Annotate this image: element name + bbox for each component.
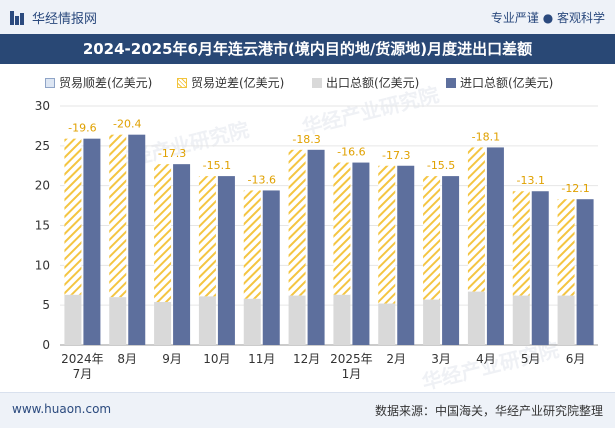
x-tick-label: 12月 xyxy=(293,352,320,366)
deficit-data-label: -15.5 xyxy=(427,159,455,172)
footer-website: www.huaon.com xyxy=(12,402,112,416)
legend-deficit-swatch xyxy=(177,77,187,88)
export-bar xyxy=(423,299,441,345)
deficit-bar xyxy=(64,138,82,295)
y-tick-label: 5 xyxy=(42,298,50,312)
x-tick-label: 2025年 xyxy=(330,352,373,366)
import-bar xyxy=(128,134,146,345)
x-tick-label: 8月 xyxy=(117,352,137,366)
export-bar xyxy=(467,291,485,345)
x-tick-label: 1月 xyxy=(342,367,362,381)
brand-name: 华经情报网 xyxy=(32,12,98,27)
deficit-data-label: -13.1 xyxy=(517,174,545,187)
import-bar xyxy=(83,138,101,345)
deficit-bar xyxy=(198,176,216,297)
legend-import: 进口总额(亿美元) xyxy=(446,74,553,91)
legend-import-label: 进口总额(亿美元) xyxy=(460,76,554,90)
import-bar xyxy=(442,176,460,345)
footer-source: 数据来源：中国海关，华经产业研究院整理 xyxy=(374,404,603,418)
deficit-data-label: -16.6 xyxy=(337,146,365,159)
deficit-data-label: -18.3 xyxy=(292,133,320,146)
export-bar xyxy=(333,294,351,345)
deficit-bar xyxy=(288,149,306,296)
deficit-bar xyxy=(557,199,575,296)
deficit-bar xyxy=(333,162,351,295)
deficit-data-label: -18.1 xyxy=(472,130,500,143)
chart-legend: 贸易顺差(亿美元) 贸易逆差(亿美元) 出口总额(亿美元) 进口总额(亿美元) xyxy=(0,74,615,92)
export-bar xyxy=(378,303,396,345)
y-tick-label: 20 xyxy=(35,179,50,193)
deficit-bar xyxy=(243,190,261,299)
import-bar xyxy=(262,190,280,345)
export-bar xyxy=(512,295,530,345)
y-tick-label: 15 xyxy=(35,219,50,233)
deficit-data-label: -13.6 xyxy=(248,173,276,186)
legend-surplus: 贸易顺差(亿美元) xyxy=(45,74,152,91)
deficit-bar xyxy=(109,134,127,298)
chart-title: 2024-2025年6月年连云港市(境内目的地/货源地)月度进出口差额 xyxy=(0,34,615,64)
import-bar xyxy=(217,176,235,345)
legend-export: 出口总额(亿美元) xyxy=(312,74,419,91)
import-bar xyxy=(576,199,594,345)
deficit-data-label: -17.3 xyxy=(382,149,410,162)
legend-import-swatch xyxy=(446,77,456,88)
x-tick-label: 3月 xyxy=(431,352,451,366)
x-tick-label: 10月 xyxy=(203,352,230,366)
export-bar xyxy=(154,301,172,345)
x-tick-label: 11月 xyxy=(248,352,275,366)
import-bar xyxy=(486,147,504,345)
import-bar xyxy=(397,165,415,345)
deficit-bar xyxy=(378,165,396,304)
x-tick-label: 6月 xyxy=(566,352,586,366)
x-tick-label: 5月 xyxy=(521,352,541,366)
brand: 华经情报网 xyxy=(10,8,97,27)
deficit-bar xyxy=(512,191,530,296)
tagline: 专业严谨 ● 客观科学 xyxy=(490,11,605,25)
export-bar xyxy=(288,295,306,345)
legend-deficit-label: 贸易逆差(亿美元) xyxy=(191,76,285,90)
legend-export-swatch xyxy=(312,77,322,88)
bar-chart-logo-icon xyxy=(10,10,24,25)
import-bar xyxy=(531,191,549,345)
footer: www.huaon.com 数据来源：中国海关，华经产业研究院整理 xyxy=(0,392,615,428)
legend-surplus-label: 贸易顺差(亿美元) xyxy=(59,76,153,90)
legend-surplus-swatch xyxy=(45,77,55,88)
export-bar xyxy=(109,297,127,345)
deficit-bar xyxy=(467,147,485,292)
y-tick-label: 30 xyxy=(35,99,50,113)
y-tick-label: 25 xyxy=(35,139,50,153)
deficit-data-label: -19.6 xyxy=(68,122,96,135)
x-tick-label: 4月 xyxy=(476,352,496,366)
y-tick-label: 0 xyxy=(42,338,50,352)
x-tick-label: 7月 xyxy=(73,367,93,381)
x-tick-label: 9月 xyxy=(162,352,182,366)
y-tick-label: 10 xyxy=(35,258,50,272)
import-bar xyxy=(173,164,191,345)
x-tick-label: 2月 xyxy=(386,352,406,366)
deficit-data-label: -15.1 xyxy=(203,159,231,172)
export-bar xyxy=(64,294,82,345)
deficit-data-label: -12.1 xyxy=(561,182,589,195)
legend-deficit: 贸易逆差(亿美元) xyxy=(177,74,284,91)
deficit-data-label: -20.4 xyxy=(113,118,141,131)
x-tick-label: 2024年 xyxy=(61,352,104,366)
export-bar xyxy=(243,298,261,345)
export-bar xyxy=(557,295,575,345)
legend-export-label: 出口总额(亿美元) xyxy=(326,76,420,90)
import-bar xyxy=(307,149,325,345)
deficit-bar xyxy=(154,164,172,302)
deficit-data-label: -17.3 xyxy=(158,147,186,160)
import-bar xyxy=(352,162,370,345)
export-bar xyxy=(198,296,216,345)
deficit-bar xyxy=(423,176,441,300)
